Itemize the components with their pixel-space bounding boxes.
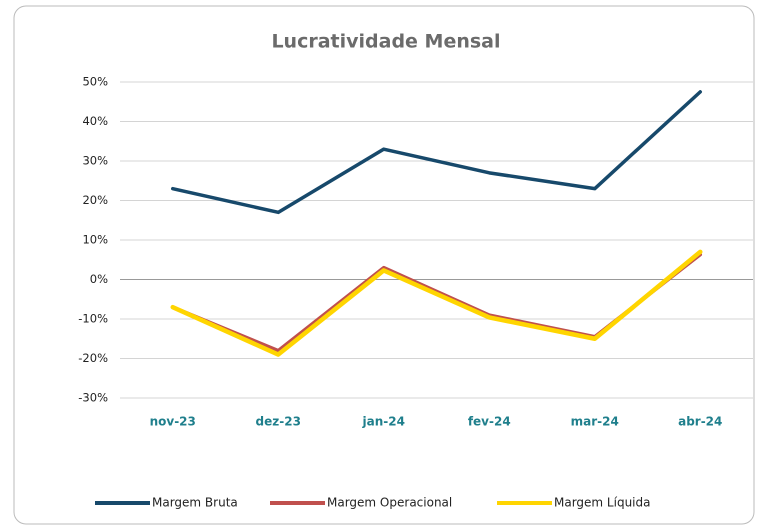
x-tick-label: abr-24 (678, 415, 722, 429)
legend-label: Margem Operacional (327, 496, 452, 510)
x-tick-label: jan-24 (362, 415, 405, 429)
y-tick-label: 40% (82, 114, 108, 128)
card (13, 5, 755, 525)
legend-label: Margem Líquida (554, 496, 650, 510)
y-tick-label: 30% (82, 154, 108, 168)
x-tick-label: mar-24 (571, 415, 619, 429)
y-tick-label: -20% (78, 351, 108, 365)
y-tick-label: -30% (78, 391, 108, 405)
series-line (170, 249, 703, 357)
y-tick-label: -10% (78, 312, 108, 326)
x-tick-label: nov-23 (150, 415, 196, 429)
chart-title: Lucratividade Mensal (271, 31, 500, 53)
y-tick-label: 20% (82, 193, 108, 207)
x-tick-label: fev-24 (468, 415, 511, 429)
y-tick-label: 0% (90, 272, 108, 286)
y-tick-label: 50% (82, 75, 108, 89)
x-tick-label: dez-23 (256, 415, 301, 429)
series-line (171, 90, 702, 215)
legend-label: Margem Bruta (152, 496, 238, 510)
y-tick-label: 10% (82, 233, 108, 247)
